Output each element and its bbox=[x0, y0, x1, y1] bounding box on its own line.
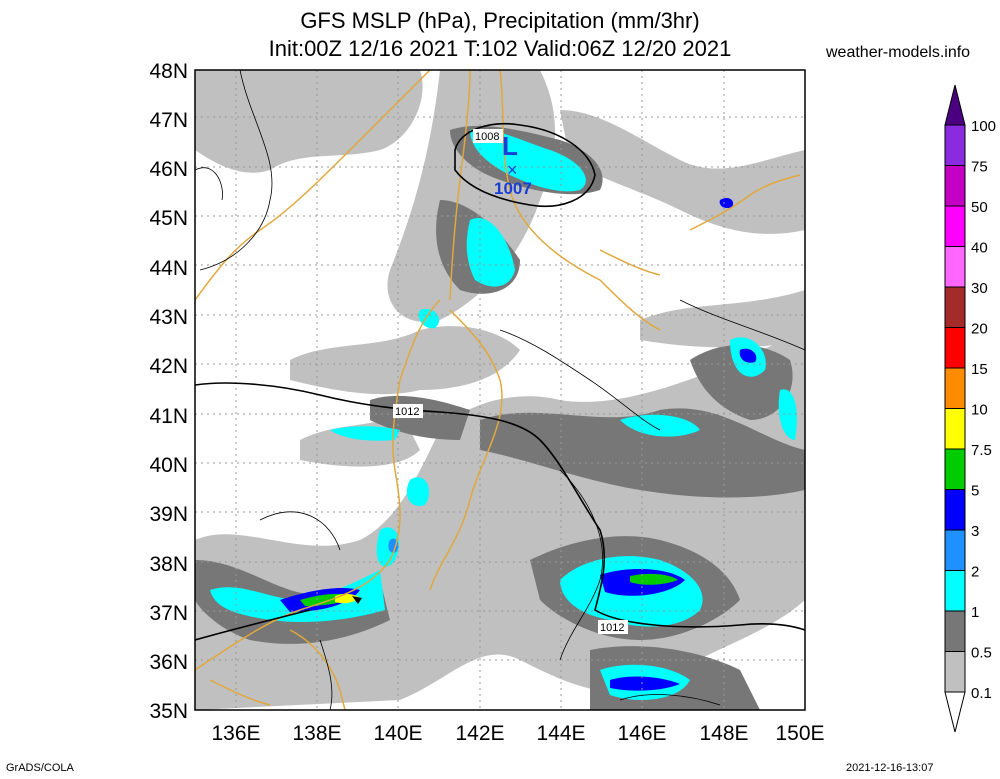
isobar-label: 1008 bbox=[475, 131, 499, 143]
low-pressure-value: 1007 bbox=[494, 179, 532, 198]
low-center-mark: × bbox=[507, 160, 518, 180]
lat-label: 38N bbox=[149, 553, 188, 576]
legend-label: 5 bbox=[971, 483, 979, 500]
isobar-label: 1012 bbox=[600, 622, 624, 634]
legend-label: 75 bbox=[971, 159, 988, 176]
legend-swatch bbox=[944, 205, 966, 247]
legend-swatch bbox=[944, 651, 966, 693]
legend-swatch bbox=[944, 165, 966, 207]
legend-label: 30 bbox=[971, 280, 988, 297]
lat-label: 36N bbox=[149, 651, 188, 674]
legend-swatch bbox=[944, 489, 966, 531]
latitude-labels: 48N 47N 46N 45N 44N 43N 42N 41N 40N 39N … bbox=[149, 60, 188, 723]
legend-swatch bbox=[944, 570, 966, 612]
legend-label: 50 bbox=[971, 199, 988, 216]
lat-label: 44N bbox=[149, 257, 188, 280]
lon-label: 146E bbox=[617, 722, 666, 745]
lat-label: 43N bbox=[149, 306, 188, 329]
lon-label: 150E bbox=[775, 722, 824, 745]
legend-label: 0.5 bbox=[971, 645, 992, 662]
legend-swatch bbox=[944, 367, 966, 409]
low-pressure-center: L × 1007 bbox=[494, 131, 532, 198]
coastlines bbox=[195, 70, 801, 710]
lat-label: 48N bbox=[149, 60, 188, 83]
legend-label: 0.1 bbox=[971, 685, 992, 702]
longitude-labels: 136E 138E 140E 142E 144E 146E 148E 150E bbox=[211, 722, 824, 745]
legend-swatch bbox=[944, 691, 966, 733]
lat-label: 35N bbox=[149, 700, 188, 723]
legend-label: 15 bbox=[971, 361, 988, 378]
lon-label: 136E bbox=[211, 722, 260, 745]
site-credit: weather-models.info bbox=[826, 44, 971, 61]
legend-label: 3 bbox=[971, 523, 979, 540]
lat-label: 45N bbox=[149, 207, 188, 230]
title-line-2: Init:00Z 12/16 2021 T:102 Valid:06Z 12/2… bbox=[268, 36, 732, 61]
footer-software: GrADS/COLA bbox=[6, 762, 74, 774]
lon-label: 144E bbox=[536, 722, 585, 745]
legend-swatch bbox=[944, 529, 966, 571]
legend-swatch bbox=[944, 327, 966, 369]
legend-label: 1 bbox=[971, 604, 979, 621]
legend-swatch bbox=[944, 124, 966, 166]
lat-label: 41N bbox=[149, 405, 188, 428]
precipitation-shading bbox=[195, 70, 805, 710]
precipitation-legend: 100 75 50 40 30 20 15 10 7.5 5 3 2 1 0.5 0.1 bbox=[944, 84, 996, 733]
legend-label: 20 bbox=[971, 321, 988, 338]
footer-timestamp: 2021-12-16-13:07 bbox=[846, 762, 934, 774]
lon-label: 148E bbox=[699, 722, 748, 745]
lat-label: 47N bbox=[149, 109, 188, 132]
legend-label: 10 bbox=[971, 402, 988, 419]
legend-label: 100 bbox=[971, 118, 996, 135]
legend-swatch bbox=[944, 246, 966, 288]
isobar-label: 1012 bbox=[395, 406, 419, 418]
legend-swatch bbox=[944, 610, 966, 652]
low-symbol: L bbox=[502, 131, 518, 161]
lon-label: 140E bbox=[373, 722, 422, 745]
legend-label: 2 bbox=[971, 564, 979, 581]
lat-label: 37N bbox=[149, 602, 188, 625]
lat-label: 46N bbox=[149, 158, 188, 181]
lat-label: 39N bbox=[149, 503, 188, 526]
map-frame bbox=[194, 69, 806, 711]
lat-label: 42N bbox=[149, 355, 188, 378]
legend-swatch bbox=[944, 286, 966, 328]
lon-label: 138E bbox=[292, 722, 341, 745]
lon-label: 142E bbox=[455, 722, 504, 745]
isobars bbox=[195, 122, 805, 641]
legend-swatch bbox=[944, 448, 966, 490]
legend-label: 7.5 bbox=[971, 442, 992, 459]
legend-swatch bbox=[944, 84, 966, 126]
legend-swatch bbox=[944, 408, 966, 450]
lat-label: 40N bbox=[149, 454, 188, 477]
legend-label: 40 bbox=[971, 240, 988, 257]
title-line-1: GFS MSLP (hPa), Precipitation (mm/3hr) bbox=[300, 8, 700, 33]
